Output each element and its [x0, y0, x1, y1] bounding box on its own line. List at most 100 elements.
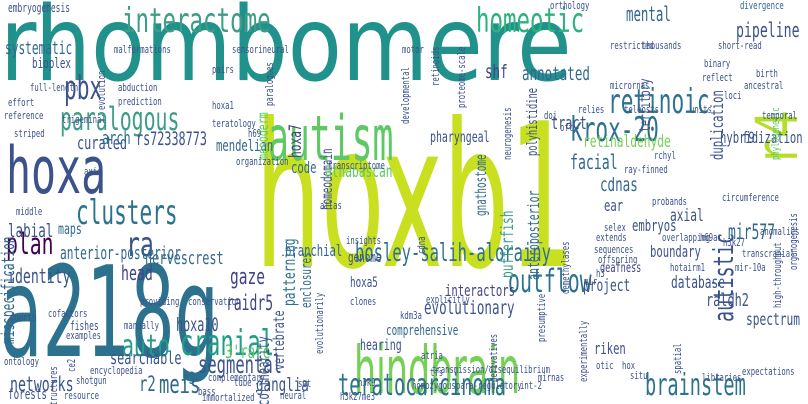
- word-interactome: interactome: [122, 1, 271, 41]
- word-shf: shf: [485, 61, 508, 83]
- word-transmission: transmission/disequilibrium: [432, 363, 551, 376]
- word-abduction: abduction: [118, 81, 158, 94]
- word-mir10a: mir-10a: [735, 261, 766, 274]
- word-paralogous: paralogous: [60, 100, 180, 138]
- word-tract: tract: [551, 113, 587, 134]
- word-pairs: pairs: [212, 63, 234, 76]
- word-paralogues: paralogues: [263, 62, 276, 106]
- word-anomalies: anomalies: [760, 225, 800, 238]
- word-relies: relies: [578, 103, 605, 116]
- word-head: head: [121, 261, 153, 285]
- word-restricted: restricted: [610, 39, 654, 52]
- word-teratocarcinoma: teratocarcinoma: [338, 368, 506, 403]
- word-retinoids: retinoids: [429, 46, 442, 86]
- word-h3k27me3: h3k27me3: [340, 390, 375, 403]
- word-anteroposterior: anteroposterior: [524, 190, 543, 280]
- word-reflect: reflect: [702, 71, 733, 84]
- word-curated: curated: [77, 133, 128, 154]
- word-r3: r3: [182, 369, 196, 389]
- word-genome: genome: [348, 250, 382, 266]
- word-plan: plan: [6, 227, 54, 261]
- word-r2: r2: [139, 372, 156, 396]
- word-meis: meis: [159, 370, 201, 400]
- word-riken: riken: [594, 339, 626, 358]
- word-fishes: fishes: [70, 319, 99, 333]
- word-providing: providing: [140, 295, 180, 308]
- word-identity: identity: [7, 264, 71, 288]
- word-int2: int-2: [520, 379, 542, 392]
- word-f9: f9: [742, 128, 755, 147]
- word-birth: birth: [756, 67, 778, 80]
- word-clones: clones: [350, 295, 377, 308]
- word-raldh2: raldh2: [706, 290, 749, 311]
- word-derivatives: derivatives: [487, 333, 500, 382]
- word-embryos: embryos: [632, 216, 677, 235]
- word-micrornas: micrornas: [610, 79, 650, 92]
- word-temporal: temporal: [762, 109, 797, 122]
- word-ra: ra: [126, 225, 154, 265]
- word-hoxb1: hoxb1: [255, 81, 576, 314]
- word-trigeminal: trigeminal: [62, 113, 106, 126]
- word-auto: auto: [122, 329, 170, 364]
- word-offspring: offspring: [598, 253, 638, 266]
- word-h3k9: h3k9: [358, 376, 376, 389]
- word-divergence: divergence: [740, 0, 784, 12]
- word-pbx: pbx: [64, 68, 103, 107]
- word-nervescrest: nervescrest: [145, 248, 224, 269]
- word-gnathostome: gnathostome: [472, 154, 490, 216]
- word-interactors: interactors: [445, 281, 515, 300]
- word-cofactors: cofactors: [48, 307, 88, 320]
- word-ce2: ce2: [65, 358, 78, 372]
- word-otic: otic: [596, 359, 614, 372]
- word-middle: middle: [16, 205, 43, 218]
- word-database: database: [671, 273, 726, 293]
- word-enclosures: enclosures: [299, 252, 315, 308]
- word-segmental: segmental: [198, 350, 282, 379]
- word-rchyl: rchyl: [654, 149, 676, 162]
- word-organogenesis: organogenesis: [787, 213, 800, 270]
- word-krox20: krox-20: [570, 110, 659, 150]
- word-mir: mir: [584, 275, 598, 288]
- word-oft: oft: [560, 121, 574, 134]
- word-atria: atria: [421, 349, 443, 362]
- word-homeotic: homeotic: [476, 1, 585, 41]
- word-labial: labial: [8, 220, 54, 242]
- word-short-read: short-read: [718, 39, 762, 52]
- word-tfs: tfs: [430, 366, 444, 379]
- word-h69: h69: [248, 127, 262, 140]
- word-transcriptome: transcriptome: [328, 159, 385, 172]
- word-conservation: conservation: [188, 295, 241, 308]
- word-selex: selex: [604, 221, 626, 234]
- word-teleosts: teleosts: [624, 103, 659, 116]
- word-experimentally: experimentally: [577, 320, 590, 382]
- word-units: units: [690, 103, 712, 116]
- word-systematic: systematic: [5, 38, 73, 59]
- word-hoxa: hoxa: [6, 134, 107, 209]
- word-hybridization: hybridization: [720, 128, 803, 147]
- word-motor: motor: [402, 43, 424, 56]
- word-mir577: mir577: [728, 220, 776, 244]
- word-ear: ear: [604, 196, 624, 215]
- word-mendelian: mendelian: [216, 136, 274, 155]
- word-spectrum: spectrum: [746, 310, 801, 330]
- word-embryogenesis: embryogenesis: [8, 1, 70, 15]
- word-kdm3a: kdm3a: [400, 309, 422, 322]
- word-deafness: deafness: [600, 261, 642, 276]
- word-sequences: sequences: [594, 243, 634, 256]
- word-project: project: [583, 276, 631, 296]
- word-evolutionary: evolutionary: [424, 297, 515, 319]
- word-retinoic: retinoic: [608, 82, 710, 122]
- word-para-regulatory: para-regulatory: [456, 379, 522, 392]
- word-maps: maps: [58, 220, 82, 238]
- word-bioplex: biοplex: [32, 56, 71, 72]
- word-comprehensive: comprehensive: [386, 323, 459, 339]
- word-mirnas: mirnas: [538, 371, 565, 384]
- word-raidr5: raidr5: [226, 291, 274, 315]
- word-retinaldehyde: retinaldehyde: [583, 132, 671, 152]
- word-circumference: circumference: [722, 191, 779, 204]
- word-malformations: malformations: [114, 43, 171, 56]
- word-clusters: clusters: [76, 193, 178, 233]
- word-hearing: hearing: [360, 336, 402, 354]
- word-h3k27: h3k27: [723, 236, 745, 249]
- word-hox: hox: [622, 359, 636, 372]
